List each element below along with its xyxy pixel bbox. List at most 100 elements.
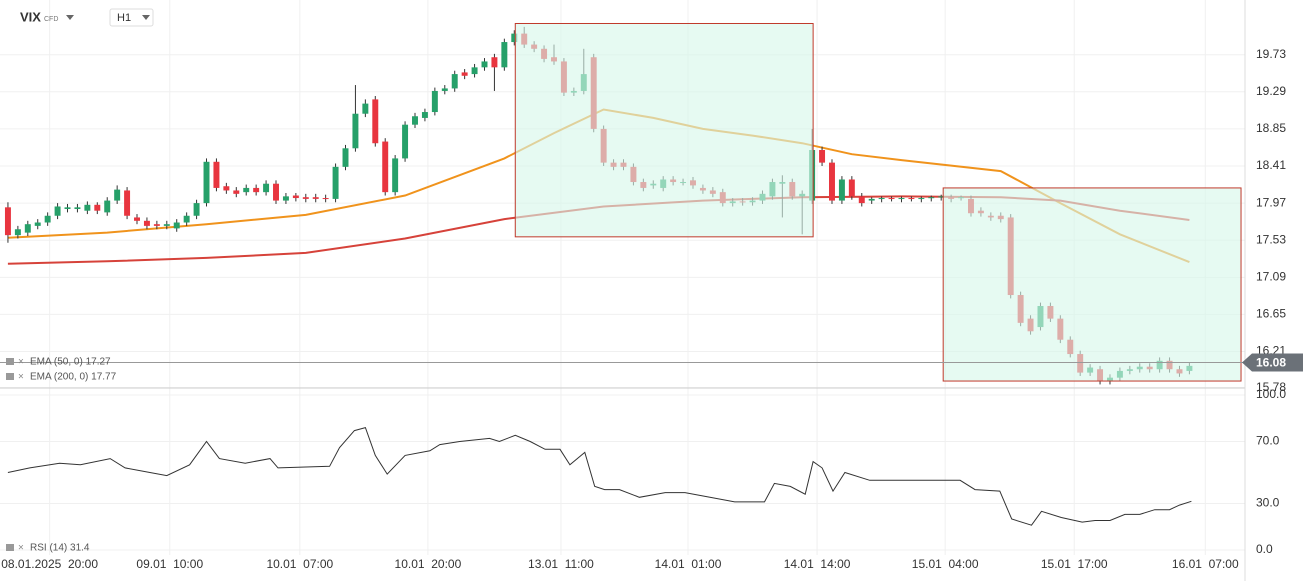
timeframe: H1 (117, 12, 131, 24)
x-tick-label: 09.01 10:00 (136, 557, 203, 571)
zone-box (514, 22, 814, 238)
candle-body (451, 74, 458, 89)
legend-label: EMA (200, 0) 17.77 (30, 372, 117, 383)
candle-body (213, 161, 220, 188)
legend-close: × (18, 357, 24, 368)
candle-body (134, 217, 140, 221)
candle-body (461, 72, 468, 76)
legend-icon (6, 358, 14, 365)
symbol-dropdown[interactable] (66, 15, 74, 20)
zone-box (942, 187, 1242, 382)
x-tick-label: 10.01 20:00 (395, 557, 462, 571)
candle-body (431, 90, 438, 113)
candle-body (203, 161, 210, 204)
candle-body (54, 206, 61, 216)
candle-body (183, 215, 190, 223)
y-tick-label: 70.0 (1256, 434, 1280, 448)
y-tick-label: 18.85 (1256, 121, 1286, 135)
candle-body (104, 200, 111, 213)
candle-body (918, 198, 925, 200)
candle-body (421, 112, 428, 118)
candle-body (481, 61, 488, 68)
candle-body (64, 207, 71, 210)
legend-close: × (18, 543, 24, 554)
candle-body (153, 224, 160, 226)
candle-body (412, 116, 418, 125)
candle-body (392, 158, 399, 193)
rsi-line (7, 426, 1192, 526)
y-tick-label: 0.0 (1256, 542, 1273, 556)
candle-body (868, 198, 875, 201)
candle-body (44, 215, 51, 223)
x-tick-label: 15.01 04:00 (912, 557, 979, 571)
candle-body (322, 198, 329, 200)
candle-body (312, 197, 319, 199)
legend-close: × (18, 372, 24, 383)
timeframe-select[interactable] (109, 8, 154, 27)
candle-body (352, 113, 359, 149)
legend-label: RSI (14) 31.4 (30, 543, 90, 554)
candle-body (273, 183, 279, 201)
x-tick-label: 13.01 11:00 (528, 557, 594, 571)
candle-body (819, 149, 826, 163)
candle-body (193, 203, 200, 216)
candle-body (94, 204, 101, 211)
candle-body (928, 197, 935, 199)
candle-body (382, 141, 389, 193)
candle-body (829, 162, 835, 201)
candle-body (858, 196, 865, 204)
candle-body (362, 103, 369, 114)
candle-body (292, 195, 299, 199)
x-tick-label: 16.01 07:00 (1172, 557, 1239, 571)
symbol: VIX (20, 9, 41, 24)
y-tick-label: 15.78 (1256, 380, 1286, 394)
legend-label: EMA (50, 0) 17.27 (30, 357, 111, 368)
price-tag-label: 16.08 (1256, 356, 1286, 370)
candle-body (471, 67, 478, 75)
y-tick-label: 18.41 (1256, 158, 1286, 172)
candle-body (511, 33, 518, 43)
y-tick-label: 17.53 (1256, 232, 1286, 246)
candle-body (263, 183, 270, 193)
y-tick-label: 17.09 (1256, 269, 1286, 283)
candle-body (163, 224, 170, 226)
candle-body (898, 198, 905, 200)
candle-body (4, 207, 11, 236)
x-tick-label: 10.01 07:00 (266, 557, 333, 571)
x-tick-label: 15.01 17:00 (1041, 557, 1108, 571)
candle-body (84, 204, 91, 211)
candle-body (124, 190, 131, 216)
candle-body (848, 179, 855, 197)
price-tag (1242, 353, 1303, 372)
candle-body (233, 190, 240, 194)
candle-body (332, 166, 339, 199)
candle-body (34, 222, 41, 226)
candle-body (402, 124, 409, 159)
candle-body (223, 186, 230, 191)
candle-body (173, 222, 180, 229)
timeframe-dropdown (142, 15, 150, 20)
candle-body (838, 179, 845, 201)
y-tick-label: 17.97 (1256, 195, 1286, 209)
y-tick-label: 19.29 (1256, 84, 1286, 98)
candle-body (441, 88, 448, 91)
y-tick-label: 100.0 (1256, 387, 1286, 401)
candle-body (114, 189, 121, 201)
candle-body (74, 207, 81, 210)
legend-icon (6, 373, 14, 380)
candle-body (143, 220, 150, 226)
candle-body (888, 198, 895, 200)
candle-body (302, 197, 309, 199)
candle-body (14, 229, 21, 236)
y-tick-label: 30.0 (1256, 496, 1280, 510)
candle-body (243, 187, 250, 193)
candle-body (282, 196, 289, 201)
legend-icon (6, 544, 14, 551)
candle-body (253, 187, 260, 193)
x-tick-label: 14.01 01:00 (655, 557, 722, 571)
candle-body (908, 198, 915, 200)
candle-body (878, 198, 885, 200)
candle-body (24, 224, 31, 233)
